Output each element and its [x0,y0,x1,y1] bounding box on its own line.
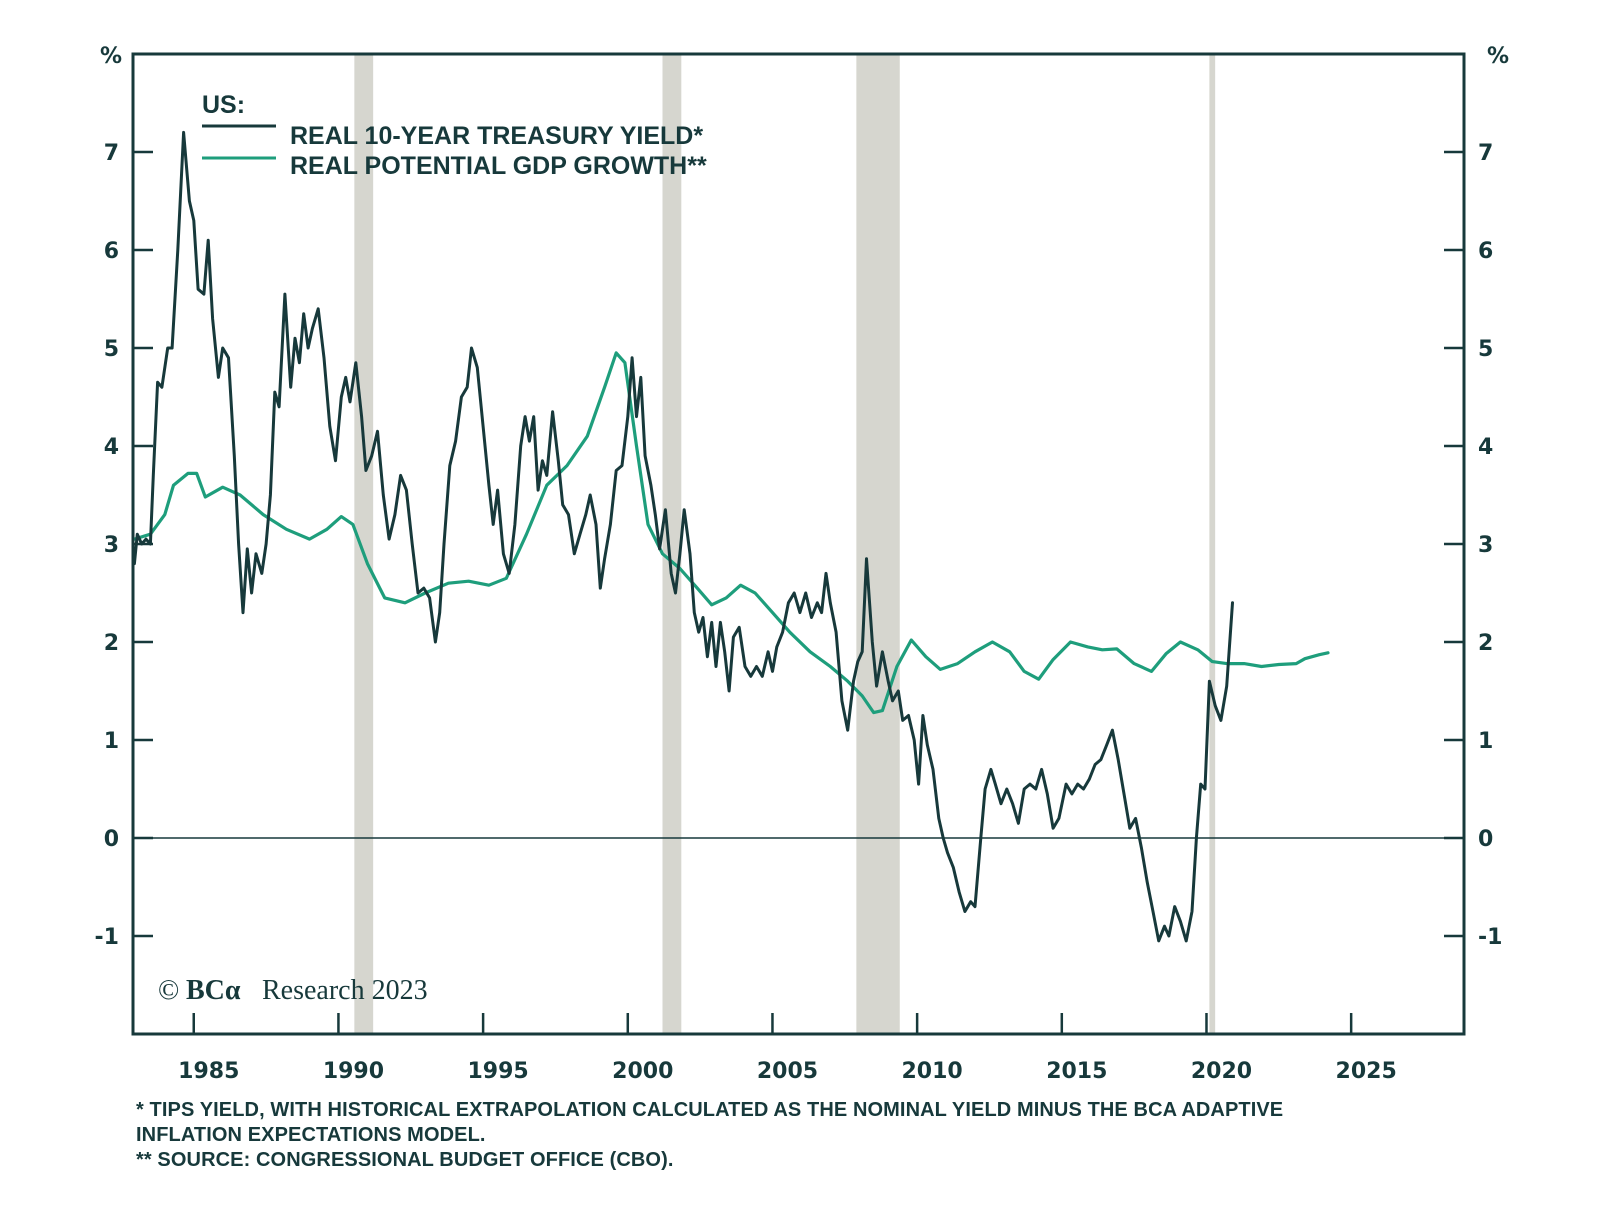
x-tick-label: 2015 [1046,1059,1107,1084]
axis-ticks [133,150,1464,1034]
legend-label-gdp: REAL POTENTIAL GDP GROWTH** [290,152,707,180]
series-line-real-potential-gdp-growth [132,351,1330,715]
recession-band [1209,54,1216,1034]
x-tick-label: 1985 [178,1059,239,1084]
y-tick-label-left: 6 [104,239,119,264]
copyright-text: Research 2023 [262,975,428,1006]
y-tick-label-right: 2 [1478,631,1493,656]
y-tick-label-right: 5 [1478,337,1493,362]
recession-bands [354,54,1216,1034]
y-tick-label-left: 0 [104,827,119,852]
y-tick-label-left: 5 [104,337,119,362]
y-tick-label-left: -1 [95,925,119,950]
copyright: © BCα Research 2023 [158,975,428,1006]
recession-band [856,54,900,1034]
axis-tick-labels: -1 -1 0 0 1 1 2 2 3 3 4 4 5 5 6 6 7 7 1985 1990 1995 2000 2005… [95,141,1503,1084]
plot-frame [131,52,1466,1036]
series-layer [132,130,1330,943]
copyright-brand-logo: BCα [186,975,241,1006]
y-tick-label-left: 1 [104,729,119,754]
y-tick-label-right: 4 [1478,435,1493,460]
y-tick-label-right: 3 [1478,533,1493,558]
legend-label-yield: REAL 10-YEAR TREASURY YIELD* [290,122,703,150]
y-tick-label-left: 4 [104,435,119,460]
recession-band [662,54,682,1034]
series-line-real-10y-treasury-yield [132,130,1234,943]
recession-band [354,54,374,1034]
y-tick-label-left: 3 [104,533,119,558]
legend: US: REAL 10-YEAR TREASURY YIELD* REAL PO… [202,91,707,180]
x-tick-label: 1995 [467,1059,528,1084]
x-tick-label: 2020 [1191,1059,1252,1084]
x-tick-label: 2005 [757,1059,818,1084]
left-axis-unit-label: % [100,44,122,69]
footnote-tips-continued: INFLATION EXPECTATIONS MODEL. [136,1124,486,1146]
footnotes: * TIPS YIELD, WITH HISTORICAL EXTRAPOLAT… [136,1098,1576,1173]
y-tick-label-right: 6 [1478,239,1493,264]
footnote-tips: * TIPS YIELD, WITH HISTORICAL EXTRAPOLAT… [136,1099,1284,1121]
y-tick-label-right: -1 [1478,925,1502,950]
footnote-source: ** SOURCE: CONGRESSIONAL BUDGET OFFICE (… [136,1149,674,1171]
y-tick-label-right: 7 [1478,141,1493,166]
copyright-symbol: © [158,975,179,1006]
x-tick-label: 2025 [1336,1059,1397,1084]
legend-header: US: [202,91,245,119]
x-tick-label: 1990 [323,1059,384,1084]
y-tick-label-right: 1 [1478,729,1493,754]
x-tick-label: 2000 [612,1059,673,1084]
y-tick-label-left: 2 [104,631,119,656]
y-tick-label-right: 0 [1478,827,1493,852]
y-tick-label-left: 7 [104,141,119,166]
x-tick-label: 2010 [902,1059,963,1084]
right-axis-unit-label: % [1487,44,1509,69]
